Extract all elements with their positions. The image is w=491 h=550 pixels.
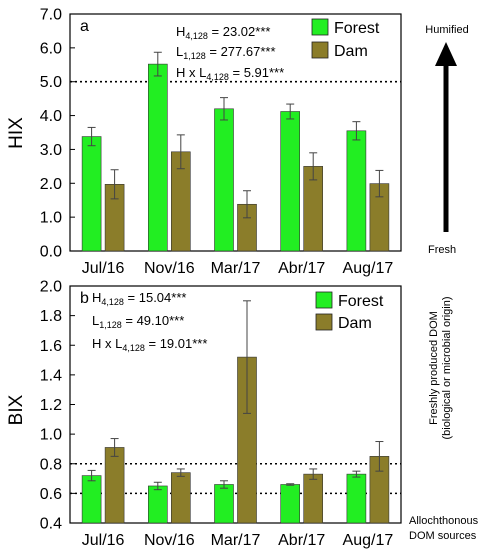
panel-b-y-tick-label: 2.0 [40,279,62,296]
panel-b-y-tick-label: 1.2 [40,397,62,414]
panel-a-legend-dam-label: Dam [334,43,368,60]
panel-a-letter: a [80,18,89,35]
panel-a-y-tick-label: 3.0 [40,142,62,159]
panel-b-legend: Forest Dam [315,291,384,332]
panel-a-stat-hxl: H x L4,128 = 5.91*** [176,65,284,82]
panel-b-y-tick-label: 1.6 [40,338,62,355]
panel-b-stat-l: L1,128 = 49.10*** [92,313,184,330]
panel-b-y-tick-label: 0.8 [40,456,62,473]
panel-a-bar-forest [346,130,367,252]
panel-a-y-tick-label: 6.0 [40,40,62,57]
panel-a-category-label: Abr/17 [278,260,325,277]
panel-b-bar-forest [214,484,234,524]
panel-a-y-tick-label: 2.0 [40,176,62,193]
panel-b-y-axis-title: BIX [6,394,27,425]
panel-b-category-label: Mar/17 [211,532,261,549]
panel-a-side-annotation: Humified Fresh [425,24,468,256]
humified-label: Humified [425,24,468,36]
panel-b-side-annotation: Freshly produced DOM (biological or micr… [409,296,479,542]
panel-a-marks: 0.0 1.0 2.0 3.0 4.0 5.0 6.0 7.0 Jul/16 Nov/16 Mar/… [40,7,401,277]
panel-a-y-tick-label: 0.0 [40,244,62,261]
panel-b-stat-hxl: H x L4,128 = 19.01*** [92,336,207,353]
humification-arrow-head-icon [435,42,457,66]
panel-b-legend-dam-swatch [315,313,333,331]
panel-b-legend-dam-label: Dam [338,315,372,332]
panel-a-stat-h: H4,128 = 23.02*** [176,24,270,41]
panel-b-y-tick-label: 1.8 [40,308,62,325]
panel-a-y-axis-title: HIX [6,117,27,149]
panel-b-bar-forest [81,475,102,524]
panel-a-stats: H4,128 = 23.02*** L1,128 = 277.67*** H x… [176,24,284,82]
panel-a-category-label: Aug/17 [343,260,394,277]
panel-a-stat-l: L1,128 = 277.67*** [176,44,276,61]
panel-a-category-label: Jul/16 [82,260,125,277]
panel-b-category-label: Jul/16 [82,532,125,549]
freshly-produced-label: Freshly produced DOM [428,311,440,425]
panel-b-bar-forest [346,473,367,524]
panel-a-category-label: Mar/17 [211,260,261,277]
fresh-label: Fresh [428,244,456,256]
panel-b-y-tick-label: 0.6 [40,486,62,503]
panel-a-y-tick-label: 4.0 [40,108,62,125]
panel-b-bar-dam [171,472,191,524]
panel-a-bar-forest [81,136,102,252]
panel-b-bar-dam [104,447,125,524]
panel-b-bar-forest [148,485,168,524]
panel-b-y-tick-label: 1.0 [40,427,62,444]
allochthonous-sublabel: DOM sources [409,530,477,542]
panel-a-legend-forest-label: Forest [334,20,380,37]
panel-b-category-label: Nov/16 [144,532,195,549]
panel-a-y-tick-label: 5.0 [40,74,62,91]
panel-a-y-tick-label: 1.0 [40,210,62,227]
panel-b-bix: 0.4 0.6 0.8 1.0 1.2 1.4 1.6 1.8 2.0 Jul/16 Nov/16 M… [6,279,479,550]
panel-b-letter: b [80,290,89,307]
panel-b-bar-forest [280,484,301,524]
allochthonous-label: Allochthonous [409,515,479,527]
panel-b-category-label: Abr/17 [278,532,325,549]
panel-a-legend: Forest Dam [311,18,380,60]
panel-b-y-tick-label: 0.4 [40,516,62,533]
panel-b-bar-dam [303,473,324,524]
panel-b-stat-h: H4,128 = 15.04*** [92,290,186,307]
panel-b-legend-forest-swatch [315,291,333,309]
panel-a-plot-frame [69,13,402,252]
panel-a-bar-forest [280,111,301,252]
panel-a-hix: 0.0 1.0 2.0 3.0 4.0 5.0 6.0 7.0 Jul/16 Nov/16 Mar/… [6,7,469,278]
panel-a-legend-forest-swatch [311,18,329,36]
panel-a-bar-forest [148,63,168,252]
panel-a-y-tick-label: 7.0 [40,7,62,24]
panel-b-marks: 0.4 0.6 0.8 1.0 1.2 1.4 1.6 1.8 2.0 Jul/16 Nov/16 M… [40,279,401,549]
panel-b-legend-forest-label: Forest [338,293,384,310]
panel-a-category-label: Nov/16 [144,260,195,277]
panel-b-category-label: Aug/17 [343,532,394,549]
panel-b-y-tick-label: 1.4 [40,367,62,384]
panel-a-bar-forest [214,108,234,252]
panel-b-stats: H4,128 = 15.04*** L1,128 = 49.10*** H x … [92,290,207,353]
panel-a-legend-dam-swatch [311,41,329,59]
freshly-produced-sublabel: (biological or microbial origin) [441,296,453,439]
